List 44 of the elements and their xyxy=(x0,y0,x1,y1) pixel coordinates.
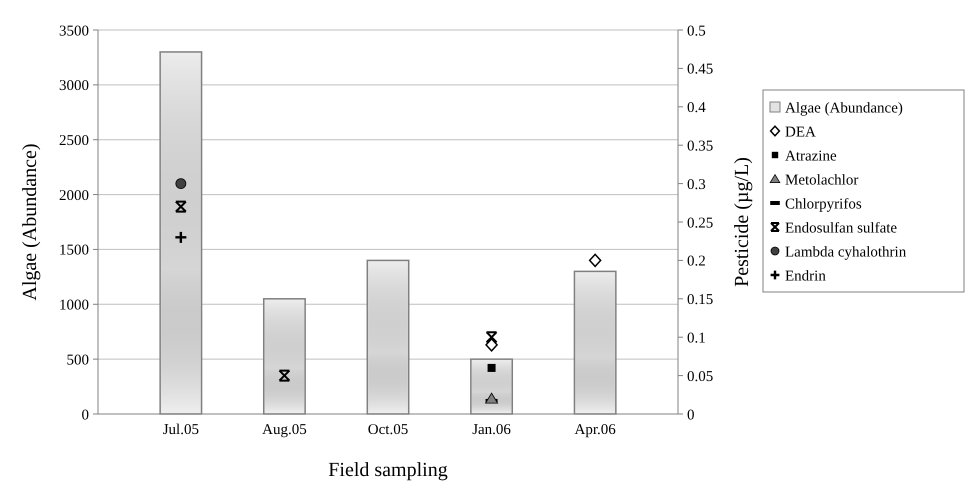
y2-tick-label: 0.35 xyxy=(687,138,714,154)
point xyxy=(588,254,602,268)
x-tick-label: Jan.06 xyxy=(472,422,512,438)
legend-label: Metolachlor xyxy=(785,172,858,188)
legend-label: Endrin xyxy=(785,268,826,284)
legend-label: Atrazine xyxy=(785,148,837,164)
point xyxy=(488,364,496,372)
y-tick-label: 3500 xyxy=(59,23,89,40)
y2-tick-label: 0.2 xyxy=(687,254,706,270)
point xyxy=(175,232,186,243)
y2-tick-label: 0.15 xyxy=(687,292,714,308)
y-axis-title: Algae (Abundance) xyxy=(19,143,41,301)
y-tick-label: 500 xyxy=(66,352,89,368)
legend-label: Algae (Abundance) xyxy=(785,100,903,116)
x-tick-label: Oct.05 xyxy=(368,422,408,438)
point xyxy=(175,178,186,189)
x-tick-label: Jul.05 xyxy=(162,422,199,438)
y2-tick-label: 0.5 xyxy=(687,23,706,40)
point xyxy=(278,370,290,382)
y-tick-label: 2500 xyxy=(59,132,89,149)
y2-axis-title: Pesticide (µg/L) xyxy=(731,157,753,287)
y2-tick-label: 0.3 xyxy=(687,176,706,193)
y-tick-label: 0 xyxy=(82,407,89,424)
point xyxy=(485,338,498,352)
point xyxy=(174,200,187,213)
legend-label: Endosulfan sulfate xyxy=(785,220,898,236)
y2-tick-label: 0.05 xyxy=(687,368,714,385)
x-axis-title: Field sampling xyxy=(328,459,448,481)
legend-label: DEA xyxy=(785,124,816,140)
y2-tick-label: 0.1 xyxy=(687,330,706,346)
y-tick-label: 1000 xyxy=(59,298,89,314)
point xyxy=(486,331,498,344)
y-tick-label: 3000 xyxy=(59,78,89,94)
y2-tick-label: 0.25 xyxy=(687,215,714,232)
y2-tick-label: 0 xyxy=(687,407,694,424)
legend-label: Chlorpyrifos xyxy=(785,196,862,212)
point xyxy=(485,392,498,404)
y2-tick-label: 0.45 xyxy=(687,62,714,78)
y-tick-label: 1500 xyxy=(59,242,89,259)
x-tick-label: Aug.05 xyxy=(262,422,307,438)
y-tick-label: 2000 xyxy=(59,188,89,204)
legend-label: Lambda cyhalothrin xyxy=(785,244,907,260)
y2-tick-label: 0.4 xyxy=(687,100,706,116)
x-tick-label: Apr.06 xyxy=(574,422,616,438)
